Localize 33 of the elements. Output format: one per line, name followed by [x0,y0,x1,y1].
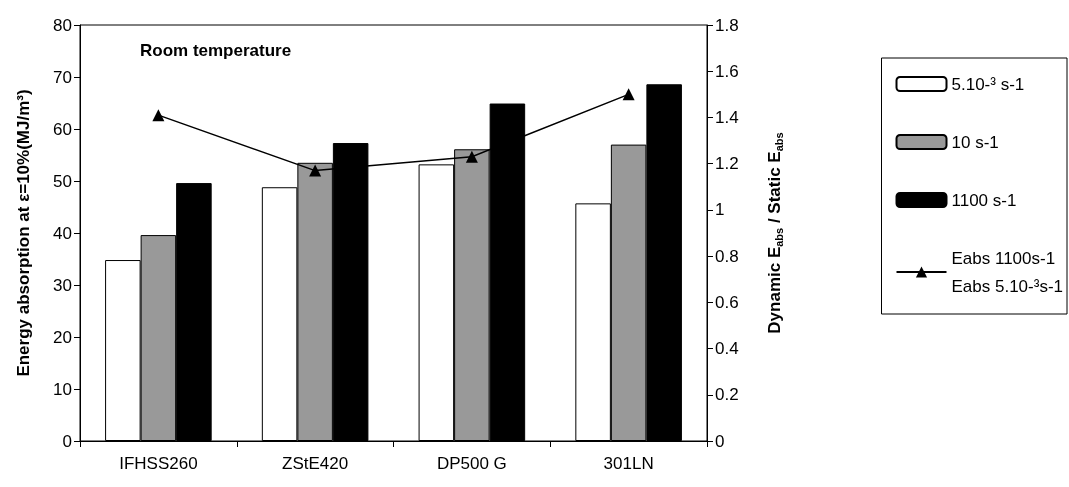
y-tick-label: 40 [53,223,72,243]
y2-tick-label: 1.4 [715,107,739,127]
x-tick-label: ZStE420 [282,454,349,473]
annotation: Room temperature [140,41,292,60]
y-tick-label: 60 [53,119,72,139]
y2-tick-label: 1.6 [715,61,739,81]
y-tick-label: 20 [53,327,72,347]
y2-tick-label: 1 [715,200,725,220]
y-tick-label: 80 [53,15,72,35]
x-tick-label: 301LN [603,454,654,473]
y-tick-label: 70 [53,67,72,87]
y2-tick-label: 0.8 [715,246,739,266]
y-tick-label: 10 [53,379,72,399]
x-tick-label: IFHSS260 [119,454,198,473]
point [309,164,322,177]
y2-tick-label: 0.6 [715,292,739,312]
y-tick-label: 50 [53,171,72,191]
point [152,109,165,122]
y2-tick-label: 0 [715,431,725,451]
y2-tick-label: 0.2 [715,385,739,405]
point [622,88,635,101]
y-tick-label: 0 [62,431,72,451]
legend-label: 10 s-1 [951,132,999,152]
y2-tick-label: 1.8 [715,15,739,35]
y-tick-label: 30 [53,275,72,295]
legend-label: Eabs 1100s-1 Eabs 5.10-³s-1 [951,248,1063,296]
legend-label: 5.10-³ s-1 [951,74,1025,94]
legend-label: 1100 s-1 [951,190,1017,210]
y2-tick-label: 0.4 [715,339,739,359]
x-tick-label: DP500 G [436,454,507,473]
y2-tick-label: 1.2 [715,154,739,174]
y-axis-title: Energy absorption at ε=10%(MJ/m³) [14,89,33,377]
point [465,150,478,163]
